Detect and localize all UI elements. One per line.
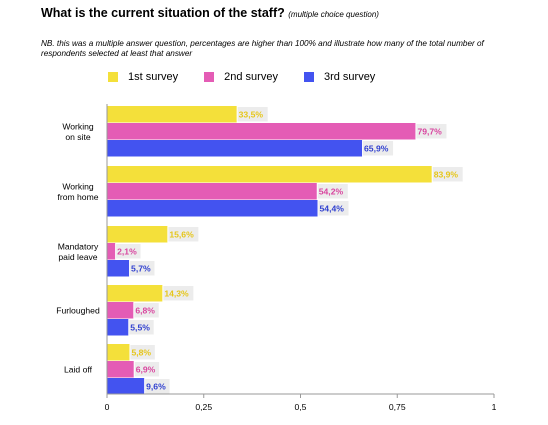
data-label-s3-c1: 65,9% xyxy=(364,144,389,154)
bar-s3-c4 xyxy=(107,319,129,336)
data-label-bg-s2-c5 xyxy=(134,362,160,377)
legend-label-1: 1st survey xyxy=(128,71,179,83)
x-tick-label-5: 1 xyxy=(492,402,497,412)
data-label-bg-s1-c4 xyxy=(163,286,194,301)
data-label-bg-s1-c5 xyxy=(130,345,155,360)
category-label-5-line-1: Laid off xyxy=(64,365,93,375)
category-label-1-line-2: on site xyxy=(65,132,91,142)
category-label-1-line-1: Working xyxy=(62,121,94,131)
data-label-bg-s3-c5 xyxy=(145,379,170,394)
bar-s1-c3 xyxy=(107,226,168,243)
x-tick-label-1: 0 xyxy=(105,402,110,412)
bar-s1-c1 xyxy=(107,106,237,123)
chart-note: NB. this was a multiple answer question,… xyxy=(41,39,484,58)
bar-s3-c1 xyxy=(107,140,363,157)
x-tick-label-3: 0,5 xyxy=(295,402,307,412)
data-label-s2-c1: 79,7% xyxy=(417,127,442,137)
chart-title: What is the current situation of the sta… xyxy=(41,6,379,20)
legend-swatch-2 xyxy=(204,72,215,82)
data-label-s1-c2: 83,9% xyxy=(434,170,459,180)
legend-item-3: 3rd survey xyxy=(303,71,376,83)
data-label-bg-s1-c2 xyxy=(432,167,463,182)
legend-swatch-1 xyxy=(108,72,118,82)
category-label-4: Furloughed xyxy=(56,306,100,316)
bar-s2-c5 xyxy=(107,361,134,378)
data-label-bg-s2-c1 xyxy=(416,124,447,139)
category-label-1: Working on site xyxy=(62,121,94,142)
legend-swatch-3 xyxy=(303,72,314,82)
data-label-s3-c3: 5,7% xyxy=(131,264,151,274)
legend: 1st survey 2nd survey 3rd survey xyxy=(108,71,375,83)
bar-s1-c2 xyxy=(107,166,432,183)
data-label-s1-c3: 15,6% xyxy=(169,230,194,240)
data-label-s2-c2: 54,2% xyxy=(319,187,344,197)
category-label-4-line-1: Furloughed xyxy=(56,306,100,316)
data-label-bg-s1-c3 xyxy=(168,227,199,242)
category-label-3-line-2: paid leave xyxy=(58,252,97,262)
x-tick-label-2: 0,25 xyxy=(195,402,212,412)
x-tick-label-4: 0,75 xyxy=(389,402,406,412)
category-label-2-line-2: from home xyxy=(57,192,98,202)
category-label-2-line-1: Working xyxy=(62,181,94,191)
category-label-3: Mandatory paid leave xyxy=(58,241,99,262)
category-label-3-line-1: Mandatory xyxy=(58,241,99,251)
legend-label-3: 3rd survey xyxy=(323,71,376,83)
bar-s2-c2 xyxy=(107,183,317,200)
data-label-bg-s1-c1 xyxy=(237,107,268,122)
bar-s1-c5 xyxy=(107,344,130,361)
legend-label-2: 2nd survey xyxy=(224,71,278,83)
data-label-bg-s3-c4 xyxy=(129,320,154,335)
data-label-s2-c5: 6,9% xyxy=(136,365,156,375)
data-label-bg-s3-c3 xyxy=(130,261,155,276)
category-label-5: Laid off xyxy=(64,365,93,375)
bar-s2-c1 xyxy=(107,123,416,140)
data-label-s2-c4: 6,8% xyxy=(135,306,155,316)
data-label-s1-c1: 33,5% xyxy=(239,110,264,120)
data-label-s1-c5: 5,8% xyxy=(131,348,151,358)
bar-s3-c3 xyxy=(107,260,130,277)
category-label-2: Working from home xyxy=(57,181,98,202)
data-label-bg-s2-c3 xyxy=(116,244,141,259)
data-label-s3-c2: 54,4% xyxy=(320,204,345,214)
data-label-s3-c4: 5,5% xyxy=(130,323,150,333)
bar-s1-c4 xyxy=(107,285,163,302)
data-label-bg-s2-c4 xyxy=(134,303,159,318)
data-label-s2-c3: 2,1% xyxy=(117,247,137,257)
bar-s2-c4 xyxy=(107,302,134,319)
data-label-s3-c5: 9,6% xyxy=(146,382,166,392)
data-label-bg-s3-c1 xyxy=(363,141,394,156)
title-subtitle: (multiple choice question) xyxy=(288,10,379,19)
data-label-s1-c4: 14,3% xyxy=(164,289,189,299)
data-label-bg-s2-c2 xyxy=(317,184,348,199)
bar-s3-c2 xyxy=(107,200,318,217)
bar-s2-c3 xyxy=(107,243,116,260)
bar-s3-c5 xyxy=(107,378,145,395)
legend-item-1: 1st survey xyxy=(108,71,178,83)
title-text: What is the current situation of the sta… xyxy=(41,6,285,20)
legend-item-2: 2nd survey xyxy=(204,71,278,83)
data-label-bg-s3-c2 xyxy=(318,201,349,216)
